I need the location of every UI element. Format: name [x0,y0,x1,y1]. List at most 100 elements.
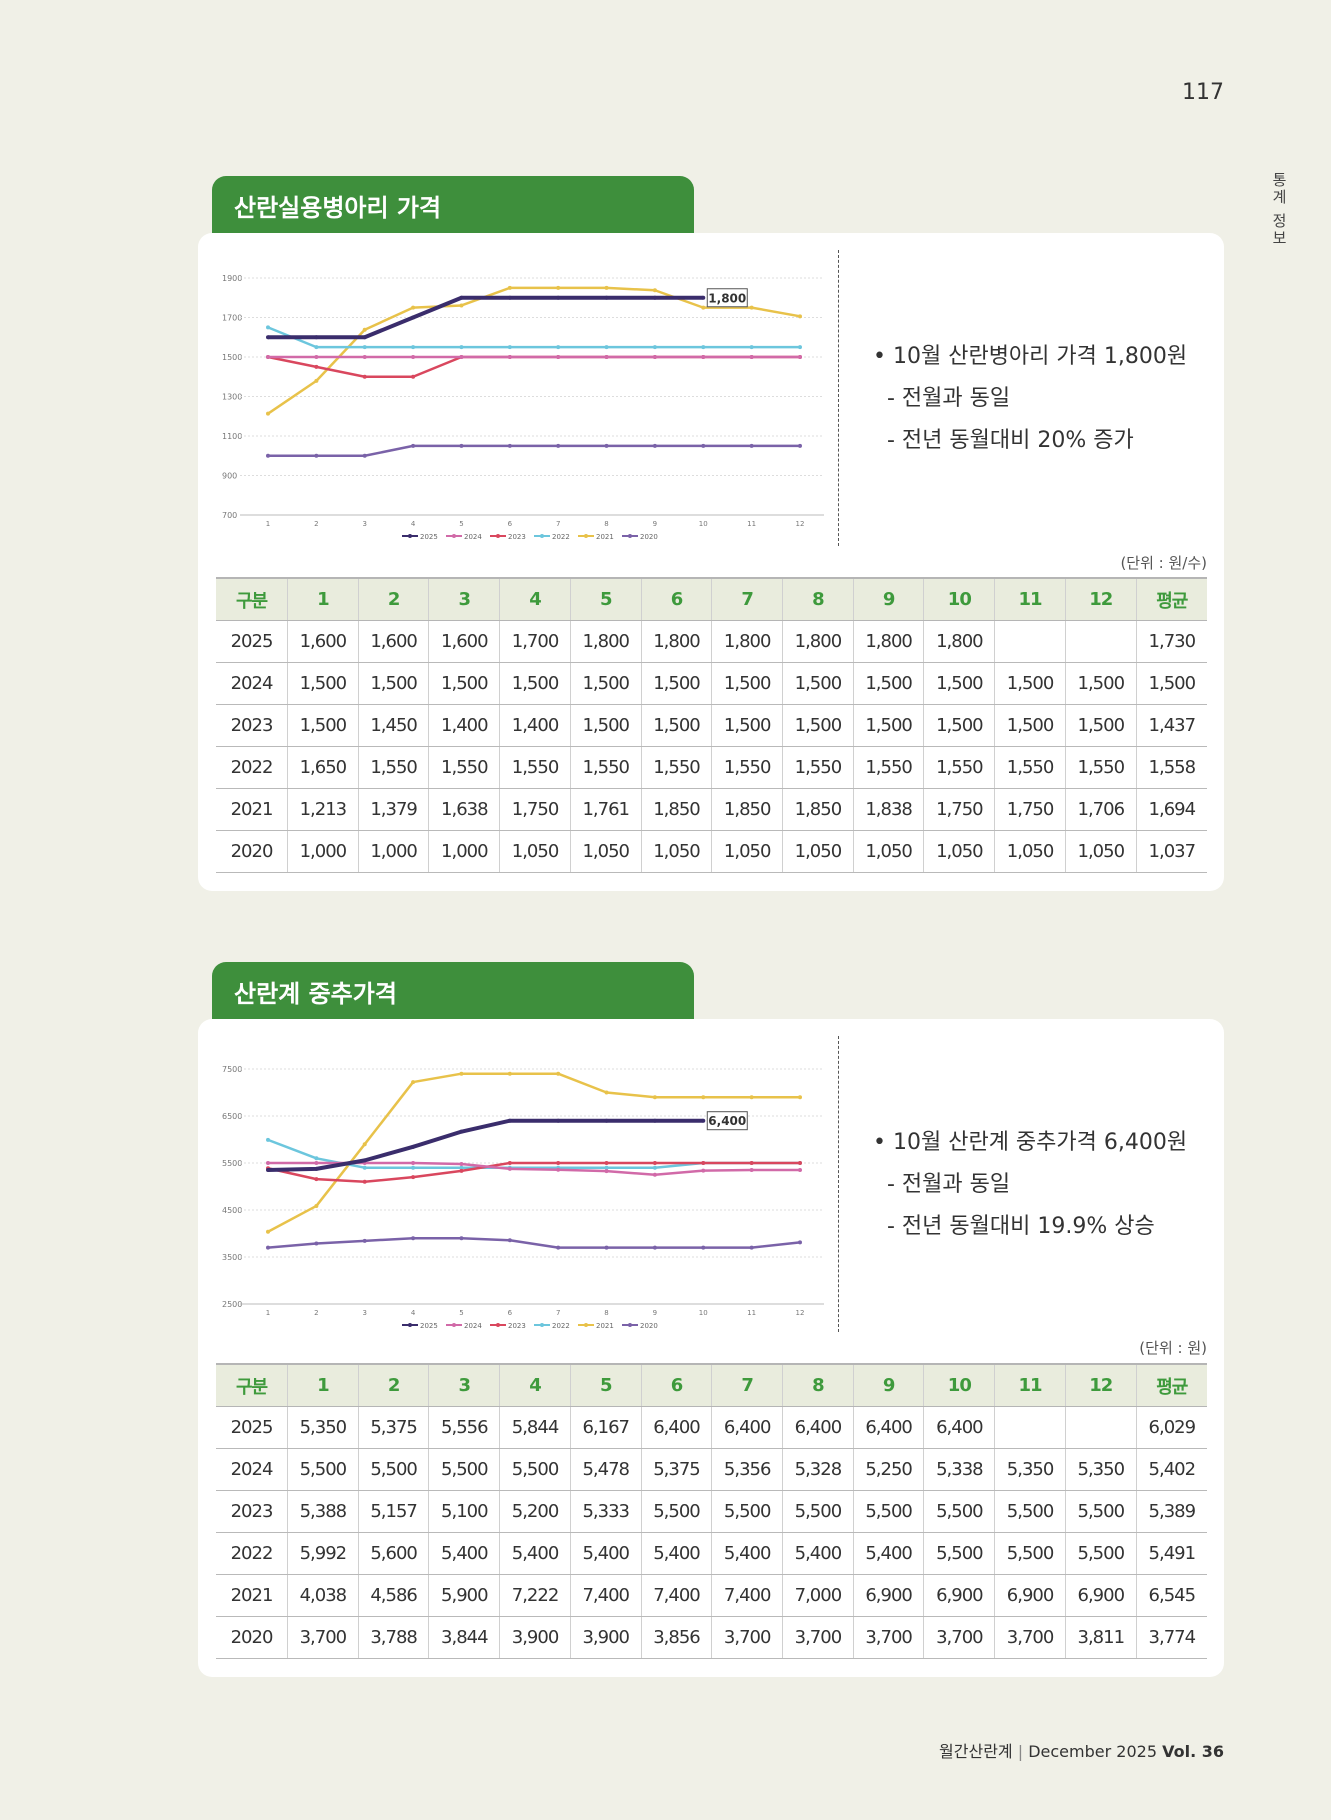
header-cell: 11 [994,1363,1066,1407]
header-cell: 6 [640,577,712,621]
table-cell: 6,400 [711,1406,783,1449]
x-tick-label: 10 [699,520,708,528]
table-cell: 5,478 [569,1448,642,1491]
table-cell: 1,600 [428,620,500,663]
header-cell: 2 [357,1363,429,1407]
table-cell: 1,050 [499,830,571,873]
header-cell: 4 [499,577,571,621]
table-cell: 2023 [216,704,288,747]
header-row: 구분 1 2 3 4 5 6 7 8 9 10 11 12 평균 [216,1363,1207,1407]
table-cell: 1,500 [1064,662,1137,705]
data-point [459,1162,464,1167]
table-cell: 2024 [216,1448,288,1491]
table-cell: 3,700 [711,1616,783,1659]
table-cell: 1,800 [711,620,783,663]
data-point [604,355,609,359]
table-cell: 1,838 [852,788,924,831]
data-point [314,1241,319,1246]
table-cell: 5,100 [428,1490,500,1533]
data-point [314,1156,319,1161]
legend-label: 2023 [508,1322,526,1330]
data-point [556,443,561,448]
data-point [507,1118,512,1123]
table-cell: 1,550 [994,746,1066,789]
table-cell: 1,850 [640,788,712,831]
y-tick-label: 2500 [222,1300,242,1309]
data-point [749,305,754,310]
legend-label: 2023 [508,533,526,541]
table-cell: 1,000 [428,830,500,873]
annotation: 1,800 [708,291,746,305]
data-point [362,1158,367,1163]
table-cell: 4,038 [287,1574,359,1617]
legend-dot [584,534,588,538]
data-point [604,345,609,350]
data-point [556,1118,561,1123]
table-cell: 4,586 [357,1574,429,1617]
data-point [507,1161,512,1165]
table-cell: 6,400 [782,1406,854,1449]
table-cell: 3,856 [640,1616,712,1659]
header-cell: 7 [711,1363,783,1407]
data-point [652,295,657,300]
table-cell: 2023 [216,1490,288,1533]
x-tick-label: 5 [459,520,463,528]
data-point [266,335,270,340]
y-tick-label: 5500 [222,1159,242,1168]
x-tick-label: 5 [459,1309,463,1317]
table-cell: 1,800 [640,620,712,663]
annotation-box [706,288,748,308]
x-tick-label: 1 [266,520,270,528]
table-cell: 1,706 [1064,788,1137,831]
data-point [314,355,319,359]
table-cell: 3,788 [357,1616,429,1659]
data-point [652,345,657,350]
data-point [749,1161,754,1165]
table-cell [1064,1406,1137,1449]
data-point [652,1165,657,1170]
x-tick-label: 3 [362,1309,366,1317]
table-cell: 1,037 [1135,830,1207,873]
table-cell: 5,500 [782,1490,854,1533]
data-point [652,1161,657,1165]
legend-label: 2025 [420,1322,438,1330]
data-point [362,1179,367,1184]
table-cell: 1,400 [428,704,500,747]
table-cell: 5,500 [994,1490,1066,1533]
header-cell: 7 [711,577,783,621]
data-point [604,443,609,448]
table-cell: 5,400 [569,1532,642,1575]
table-cell: 5,350 [287,1406,359,1449]
legend-label: 2021 [596,533,614,541]
table-cell: 5,500 [499,1448,571,1491]
data-point [411,1175,416,1180]
data-point [701,1095,706,1100]
y-tick-label: 6500 [222,1112,242,1121]
table-cell: 6,400 [852,1406,924,1449]
data-point [652,443,657,448]
data-point [362,1238,367,1243]
table-cell: 1,761 [569,788,642,831]
data-point [411,345,416,350]
table-cell: 5,400 [782,1532,854,1575]
legend-label: 2024 [464,533,482,541]
table-cell: 5,500 [994,1532,1066,1575]
series-line [267,1161,800,1184]
table-cell: 1,850 [782,788,854,831]
data-point [411,1165,416,1170]
page-number: 117 [1182,80,1224,105]
x-tick-label: 3 [362,520,366,528]
table-cell [1064,620,1137,663]
table-cell: 1,550 [782,746,854,789]
table-cell: 6,900 [852,1574,924,1617]
data-point [362,1142,367,1147]
y-tick-label: 1900 [222,274,242,283]
data-point [556,355,561,359]
table-cell: 5,333 [569,1490,642,1533]
table-cell: 1,750 [499,788,571,831]
header-cell: 4 [499,1363,571,1407]
table-cell: 1,450 [357,704,429,747]
y-tick-label: 4500 [222,1206,242,1215]
table-cell [994,1406,1066,1449]
legend-dot [628,534,632,538]
